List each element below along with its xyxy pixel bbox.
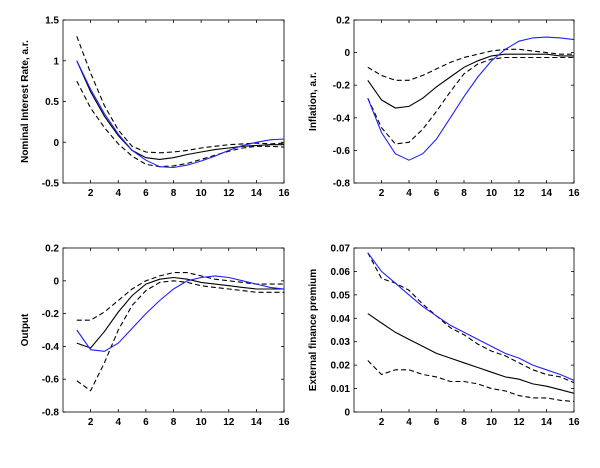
subplot-1: 2 4 6 8 10 12 14 16 -0.5 0 0.5 1 1.5 Nominal Interest… [20,16,290,200]
x-tick-label: 10 [196,188,208,199]
x-tick-label: 14 [541,417,553,428]
subplot-3: 2 4 6 8 10 12 14 16 -0.8 -0.6 -0.4 -0.2 0 0.2 Output [20,244,290,429]
x-tick-label: 12 [223,417,235,428]
x-tick-label: 8 [461,188,467,199]
y-tick-label: -0.8 [333,179,351,190]
solid-line-3 [76,276,284,349]
dashed-band-line-1 [367,252,574,384]
x-tick-label: 10 [486,417,498,428]
subplot-2: 2 4 6 8 10 12 14 16 -0.8 -0.6 -0.4 -0.2 0 0.2 Inflatio… [308,16,580,200]
axes-box [353,247,575,413]
x-tick-label: 4 [115,417,121,428]
y-tick-label: -0.8 [42,408,60,419]
y-tick-label: 0.5 [45,97,59,108]
axes-box [353,19,575,184]
x-tick-label: 12 [513,417,525,428]
x-tick-label: 16 [568,188,580,199]
y-tick-label: 0.06 [331,267,351,278]
y-tick-label: -0.4 [333,113,351,124]
dashed-band-line-2 [76,80,284,168]
solid-line-4 [367,252,574,381]
y-tick-label: 0.2 [45,244,59,255]
x-tick-label: 2 [379,417,385,428]
x-tick-label: 14 [541,188,553,199]
x-tick-label: 8 [171,417,177,428]
x-tick-label: 6 [434,188,440,199]
subplot-4: 2 4 6 8 10 12 14 16 0 0.01 0.02 0.03 0.04 0.05 0.06 0.0… [308,244,580,429]
solid-line-4 [76,60,284,169]
x-tick-label: 4 [406,417,412,428]
x-tick-label: 10 [486,188,498,199]
y-tick-label: 1 [53,56,59,67]
y-tick-label: 0 [53,138,59,149]
y-tick-label: 0.05 [331,290,351,301]
y-tick-label: 1.5 [45,16,59,27]
dashed-band-line-2 [76,280,284,392]
x-tick-label: 16 [568,417,580,428]
dashed-band-line-1 [76,272,284,321]
x-tick-label: 12 [513,188,525,199]
y-axis-label: Output [20,313,31,346]
x-tick-label: 6 [143,417,149,428]
y-tick-label: -0.5 [42,179,60,190]
axes-box [62,247,285,413]
x-tick-label: 4 [115,188,121,199]
x-tick-label: 14 [251,188,263,199]
x-tick-label: 2 [379,188,385,199]
y-tick-label: 0.01 [331,384,351,395]
x-tick-label: 16 [278,417,290,428]
dashed-band-line-1 [76,36,284,154]
y-tick-label: 0.02 [331,361,351,372]
x-tick-label: 10 [196,417,208,428]
solid-line-3 [367,53,574,109]
y-tick-label: -0.2 [42,309,60,320]
dashed-band-line-2 [367,360,574,403]
x-tick-label: 2 [88,188,94,199]
y-tick-label: 0.04 [331,314,351,325]
y-tick-label: 0.03 [331,337,351,348]
x-tick-label: 8 [461,417,467,428]
y-tick-label: -0.4 [42,342,60,353]
dashed-band-line-1 [367,48,574,81]
y-tick-label: -0.6 [42,375,60,386]
y-tick-label: 0 [344,408,350,419]
y-tick-label: -0.6 [333,146,351,157]
solid-line-4 [76,275,284,352]
solid-line-4 [367,36,574,161]
solid-line-3 [367,313,574,394]
x-tick-label: 14 [251,417,263,428]
y-tick-label: 0.2 [336,16,350,27]
y-axis-label: External finance premium [308,269,319,391]
y-axis-label: Inflation, a.r. [308,72,319,131]
x-tick-label: 6 [434,417,440,428]
x-tick-label: 2 [88,417,94,428]
x-tick-label: 4 [406,188,412,199]
y-axis-label: Nominal Interest Rate, a.r. [20,40,31,163]
y-tick-label: 0 [344,48,350,59]
x-tick-label: 8 [171,188,177,199]
y-tick-label: 0.07 [331,244,351,255]
x-tick-label: 6 [143,188,149,199]
x-tick-label: 12 [223,188,235,199]
dashed-band-line-2 [367,56,574,145]
y-tick-label: -0.2 [333,81,351,92]
y-tick-label: 0 [53,276,59,287]
solid-line-3 [76,60,284,160]
x-tick-label: 16 [278,188,290,199]
